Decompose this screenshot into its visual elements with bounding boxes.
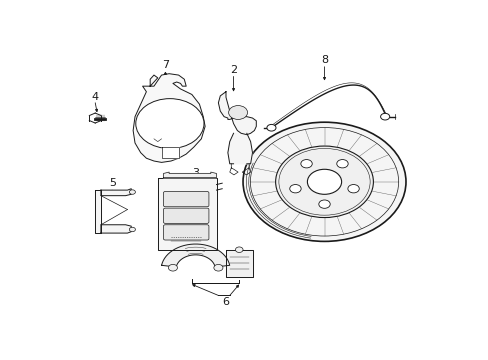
- Text: 4: 4: [91, 92, 99, 102]
- Circle shape: [129, 227, 135, 232]
- Polygon shape: [161, 147, 178, 158]
- Circle shape: [250, 127, 398, 236]
- Polygon shape: [161, 244, 229, 267]
- Circle shape: [136, 99, 203, 149]
- Circle shape: [228, 105, 247, 120]
- Circle shape: [213, 264, 223, 271]
- Text: 1: 1: [309, 153, 316, 163]
- Circle shape: [380, 113, 389, 120]
- Circle shape: [289, 185, 301, 193]
- Polygon shape: [163, 172, 216, 177]
- Text: 8: 8: [320, 55, 327, 65]
- Circle shape: [347, 185, 359, 193]
- Polygon shape: [158, 177, 216, 250]
- FancyBboxPatch shape: [163, 208, 208, 223]
- Circle shape: [307, 169, 341, 194]
- Circle shape: [266, 125, 275, 131]
- Circle shape: [275, 146, 373, 217]
- Polygon shape: [227, 133, 252, 164]
- Text: 3: 3: [192, 168, 199, 179]
- Circle shape: [336, 159, 347, 168]
- Text: 6: 6: [222, 297, 229, 307]
- Circle shape: [300, 159, 312, 168]
- Polygon shape: [225, 250, 252, 278]
- Polygon shape: [95, 190, 101, 233]
- Circle shape: [235, 247, 243, 252]
- Text: 5: 5: [108, 178, 116, 188]
- Circle shape: [318, 200, 329, 208]
- Text: 7: 7: [162, 60, 168, 70]
- Polygon shape: [101, 189, 131, 195]
- FancyBboxPatch shape: [163, 192, 208, 207]
- Circle shape: [243, 122, 405, 242]
- Polygon shape: [218, 92, 256, 135]
- Polygon shape: [101, 225, 131, 233]
- Circle shape: [278, 148, 369, 215]
- Circle shape: [129, 190, 135, 194]
- Polygon shape: [133, 74, 205, 162]
- Text: 2: 2: [229, 64, 237, 75]
- Circle shape: [168, 264, 177, 271]
- FancyBboxPatch shape: [163, 225, 208, 240]
